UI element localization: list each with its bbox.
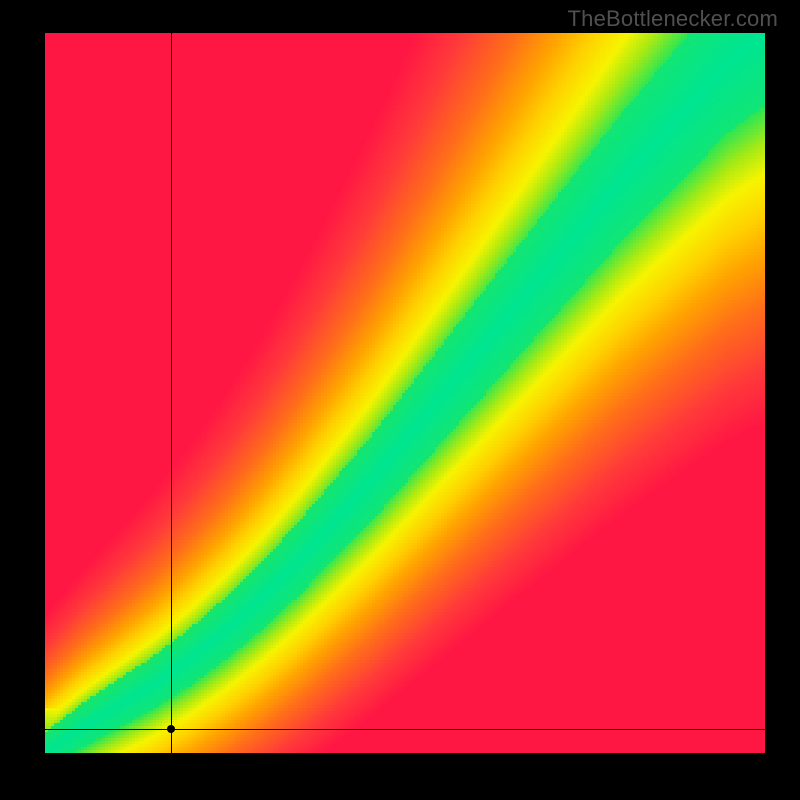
watermark-text: TheBottlenecker.com — [568, 6, 778, 32]
crosshair-marker — [167, 725, 175, 733]
crosshair-horizontal — [45, 729, 765, 730]
crosshair-vertical — [171, 33, 172, 753]
heatmap-plot — [45, 33, 765, 753]
heatmap-canvas — [45, 33, 765, 753]
